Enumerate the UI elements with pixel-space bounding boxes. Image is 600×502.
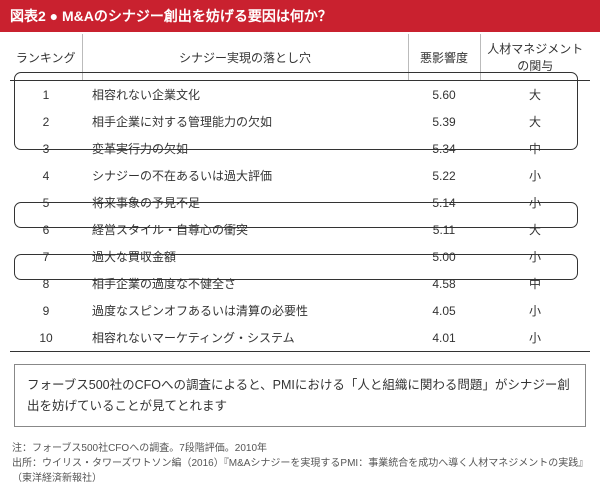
table-row: 10相容れないマーケティング・システム4.01小 [10, 324, 590, 352]
table-row: 5将来事象の予見不足5.14小 [10, 189, 590, 216]
table-container: ランキング シナジー実現の落とし穴 悪影響度 人材マネジメント の関与 1相容れ… [0, 32, 600, 352]
col-involvement: 人材マネジメント の関与 [480, 34, 590, 81]
cell-rank: 3 [10, 135, 82, 162]
cell-involvement: 小 [480, 297, 590, 324]
cell-rank: 4 [10, 162, 82, 189]
table-row: 2相手企業に対する管理能力の欠如5.39大 [10, 108, 590, 135]
cell-pitfall: 相手企業に対する管理能力の欠如 [82, 108, 408, 135]
cell-involvement: 大 [480, 216, 590, 243]
cell-severity: 5.22 [408, 162, 480, 189]
table-row: 7過大な買収金額5.00小 [10, 243, 590, 270]
cell-rank: 6 [10, 216, 82, 243]
cell-severity: 4.05 [408, 297, 480, 324]
note-line-1: 注：フォーブス500社CFOへの調査。7段階評価。2010年 [12, 441, 588, 456]
col-severity: 悪影響度 [408, 34, 480, 81]
cell-severity: 5.34 [408, 135, 480, 162]
table-row: 1相容れない企業文化5.60大 [10, 81, 590, 109]
col-rank: ランキング [10, 34, 82, 81]
cell-rank: 1 [10, 81, 82, 109]
col-involvement-l1: 人材マネジメント [487, 42, 583, 56]
cell-severity: 5.60 [408, 81, 480, 109]
cell-severity: 4.58 [408, 270, 480, 297]
cell-involvement: 中 [480, 270, 590, 297]
note-line-3: （東洋経済新報社） [12, 471, 588, 486]
cell-rank: 7 [10, 243, 82, 270]
cell-involvement: 大 [480, 81, 590, 109]
table-row: 6経営スタイル・自尊心の衝突5.11大 [10, 216, 590, 243]
col-pitfall: シナジー実現の落とし穴 [82, 34, 408, 81]
figure-title: 図表2 ● M&Aのシナジー創出を妨げる要因は何か？ [0, 0, 600, 32]
cell-pitfall: 相手企業の過度な不健全さ [82, 270, 408, 297]
factors-table: ランキング シナジー実現の落とし穴 悪影響度 人材マネジメント の関与 1相容れ… [10, 34, 590, 352]
cell-involvement: 小 [480, 189, 590, 216]
cell-pitfall: 経営スタイル・自尊心の衝突 [82, 216, 408, 243]
cell-rank: 5 [10, 189, 82, 216]
table-row: 3変革実行力の欠如5.34中 [10, 135, 590, 162]
cell-involvement: 大 [480, 108, 590, 135]
cell-pitfall: 将来事象の予見不足 [82, 189, 408, 216]
table-row: 8相手企業の過度な不健全さ4.58中 [10, 270, 590, 297]
summary-callout: フォーブス500社のCFOへの調査によると、PMIにおける「人と組織に関わる問題… [14, 364, 586, 427]
cell-rank: 8 [10, 270, 82, 297]
cell-severity: 5.00 [408, 243, 480, 270]
cell-pitfall: 相容れない企業文化 [82, 81, 408, 109]
cell-severity: 5.14 [408, 189, 480, 216]
callout-container: フォーブス500社のCFOへの調査によると、PMIにおける「人と組織に関わる問題… [0, 352, 600, 435]
cell-involvement: 小 [480, 324, 590, 352]
cell-rank: 9 [10, 297, 82, 324]
cell-pitfall: シナジーの不在あるいは過大評価 [82, 162, 408, 189]
cell-pitfall: 相容れないマーケティング・システム [82, 324, 408, 352]
table-row: 9過度なスピンオフあるいは清算の必要性4.05小 [10, 297, 590, 324]
cell-severity: 5.39 [408, 108, 480, 135]
cell-involvement: 中 [480, 135, 590, 162]
cell-pitfall: 過大な買収金額 [82, 243, 408, 270]
cell-pitfall: 過度なスピンオフあるいは清算の必要性 [82, 297, 408, 324]
cell-involvement: 小 [480, 162, 590, 189]
cell-rank: 2 [10, 108, 82, 135]
cell-rank: 10 [10, 324, 82, 352]
cell-involvement: 小 [480, 243, 590, 270]
cell-pitfall: 変革実行力の欠如 [82, 135, 408, 162]
cell-severity: 4.01 [408, 324, 480, 352]
table-row: 4シナジーの不在あるいは過大評価5.22小 [10, 162, 590, 189]
col-involvement-l2: の関与 [517, 59, 553, 73]
footnotes: 注：フォーブス500社CFOへの調査。7段階評価。2010年 出所：ウイリス・タ… [0, 435, 600, 486]
cell-severity: 5.11 [408, 216, 480, 243]
note-line-2: 出所：ウイリス・タワーズワトソン編（2016）『M&Aシナジーを実現するPMI：… [12, 456, 588, 471]
